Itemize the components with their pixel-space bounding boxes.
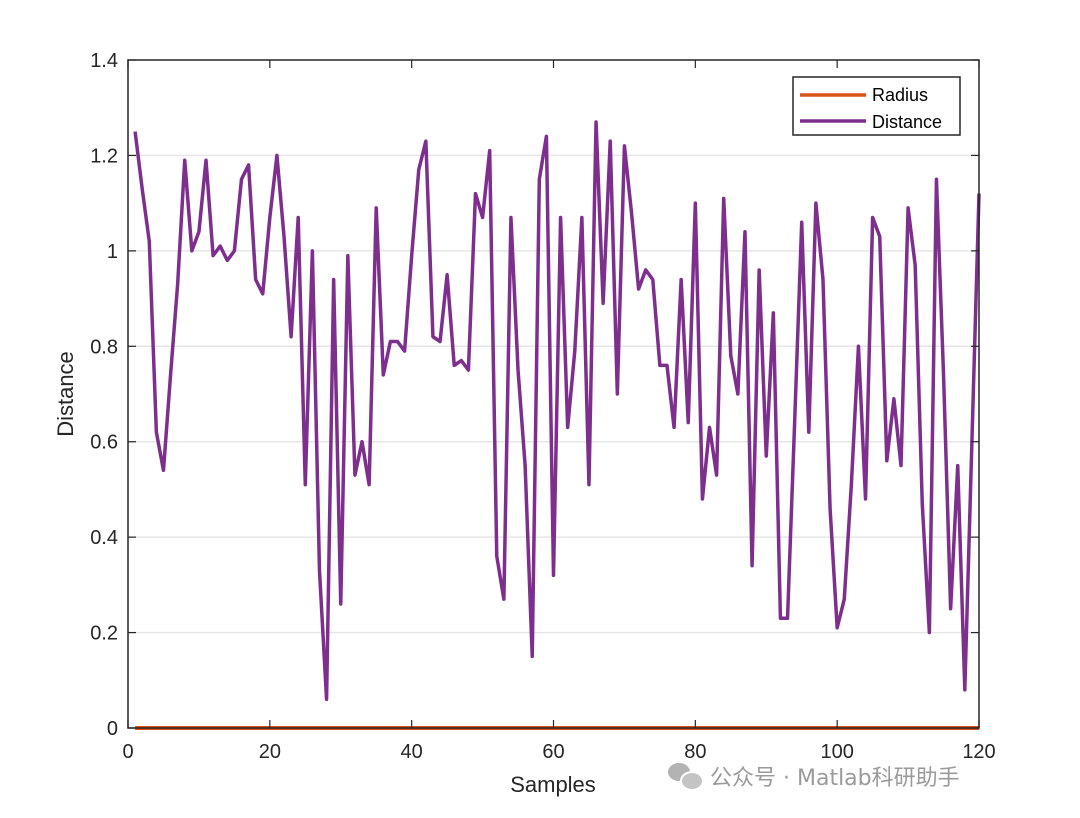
x-axis-title: Samples — [510, 772, 596, 797]
axis-ticks: 0 0.2 0.4 0.6 0.8 1 1.2 1.4 0 20 40 60 80 100 120 — [90, 50, 996, 763]
plot-area — [128, 60, 979, 728]
y-tick-label-4: 0.8 — [90, 336, 118, 358]
y-tick-label-6: 1.2 — [90, 145, 118, 167]
legend: Radius Distance — [792, 76, 961, 136]
y-tick-label-5: 1 — [107, 241, 118, 263]
x-tick-label-5: 100 — [820, 741, 853, 763]
legend-label-radius: Radius — [872, 85, 928, 105]
wechat-icon — [668, 761, 704, 791]
y-tick-label-0: 0 — [107, 718, 118, 740]
watermark: 公众号 · Matlab科研助手 — [668, 756, 960, 796]
legend-box — [792, 76, 961, 136]
y-tick-label-7: 1.4 — [90, 50, 118, 72]
x-tick-label-1: 20 — [259, 741, 281, 763]
series-line-distance — [133, 120, 981, 702]
y-axis-title: Distance — [53, 351, 78, 437]
x-tick-label-0: 0 — [122, 741, 133, 763]
x-tick-label-6: 120 — [962, 741, 995, 763]
y-tick-label-2: 0.4 — [90, 527, 118, 549]
x-tick-label-4: 80 — [684, 741, 706, 763]
x-tick-label-2: 40 — [401, 741, 423, 763]
y-tick-label-3: 0.6 — [90, 432, 118, 454]
x-tick-label-3: 60 — [542, 741, 564, 763]
y-tick-label-1: 0.2 — [90, 623, 118, 645]
watermark-text: 公众号 · Matlab科研助手 — [710, 766, 960, 791]
legend-label-distance: Distance — [872, 112, 942, 132]
